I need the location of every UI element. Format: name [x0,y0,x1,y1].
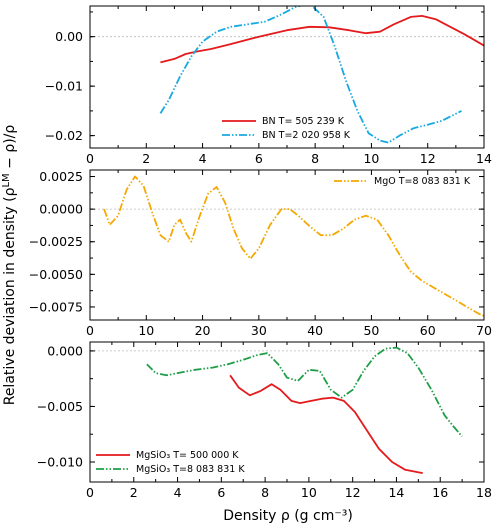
x-axis-title: Density ρ (g cm⁻³) [223,508,353,524]
legend-label: MgSiO₃ T= 500 000 K [136,450,239,461]
y-tick-label: −0.010 [37,455,83,470]
series-line-top-1 [159,6,462,144]
legend-label: MgO T=8 083 831 K [374,176,471,187]
x-tick-label: 18 [476,485,492,500]
series-line-bottom-1 [146,346,463,437]
x-tick-label: 0 [86,151,94,166]
x-tick-label: 50 [363,323,379,338]
legend: MgSiO₃ T= 500 000 K MgSiO₃ T=8 083 831 K [96,450,245,475]
plot-frame [89,341,485,483]
chart-panel-middle: 0 10 20 30 40 50 60 70 0.0025 0.0000 −0.0025 −0.005… [29,169,492,338]
x-tick-label: 4 [199,151,207,166]
legend: MgO T=8 083 831 K [334,176,471,187]
x-tick-label: 12 [345,485,361,500]
x-tick-label: 4 [174,485,182,500]
y-tick-label: −0.0025 [29,234,83,249]
chart-panel-top: 0 2 4 6 8 10 12 14 0.00 −0.01 −0.02 BN T= 505 239 K… [45,5,492,166]
x-tick-label: 14 [476,151,492,166]
x-tick-label: 10 [363,151,379,166]
y-tick-label: 0.0025 [39,169,83,184]
y-tick-label: −0.0075 [29,299,83,314]
x-tick-label: 8 [311,151,319,166]
series-line-bottom-0 [229,374,423,474]
series-line-middle-0 [103,175,484,317]
series-line-top-0 [160,15,484,64]
x-tick-label: 6 [255,151,263,166]
x-tick-label: 16 [432,485,448,500]
x-tick-label: 0 [86,323,94,338]
chart-panel-bottom: 0 2 4 6 8 10 12 14 16 18 0.000 −0.005 −0.010 MgSiO₃ T… [37,341,492,500]
legend: BN T= 505 239 K BN T=2 020 958 K [222,116,351,141]
legend-label: BN T= 505 239 K [262,116,345,127]
x-tick-label: 20 [195,323,211,338]
x-tick-label: 6 [217,485,225,500]
y-tick-label: 0.00 [55,29,83,44]
x-tick-label: 2 [130,485,138,500]
x-tick-label: 0 [86,485,94,500]
plot-frame [89,169,485,321]
y-tick-label: −0.005 [37,399,83,414]
y-axis-title: Relative deviation in density (ρLM − ρ)/… [1,125,19,406]
legend-label: BN T=2 020 958 K [262,130,351,141]
x-tick-label: 10 [301,485,317,500]
y-tick-label: 0.000 [47,343,83,358]
y-tick-label: −0.02 [45,128,83,143]
x-tick-label: 14 [388,485,404,500]
y-tick-label: 0.0000 [39,202,83,217]
x-tick-label: 2 [142,151,150,166]
x-tick-label: 12 [420,151,436,166]
x-tick-label: 70 [476,323,492,338]
x-tick-label: 10 [138,323,154,338]
x-tick-label: 30 [251,323,267,338]
legend-label: MgSiO₃ T=8 083 831 K [136,464,245,475]
chart-panels: 0 2 4 6 8 10 12 14 0.00 −0.01 −0.02 BN T= 505 239 K… [29,5,492,500]
y-tick-label: −0.01 [45,79,83,94]
x-tick-label: 40 [307,323,323,338]
y-tick-label: −0.0050 [29,267,83,282]
x-tick-label: 8 [261,485,269,500]
x-tick-label: 60 [420,323,436,338]
